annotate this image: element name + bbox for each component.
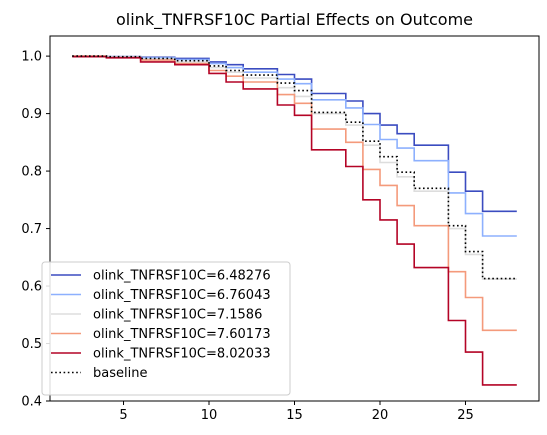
- chart-title: olink_TNFRSF10C Partial Effects on Outco…: [116, 10, 473, 30]
- legend-label: olink_TNFRSF10C=7.1586: [93, 308, 262, 323]
- y-tick-label: 0.7: [21, 222, 42, 237]
- legend-label: baseline: [93, 366, 147, 381]
- x-axis: 5 10 15 20 25: [119, 401, 474, 423]
- series-line-5: [72, 55, 517, 386]
- legend-label: olink_TNFRSF10C=6.48276: [93, 269, 271, 284]
- x-tick-label: 15: [286, 408, 303, 423]
- legend-label: olink_TNFRSF10C=7.60173: [93, 327, 271, 342]
- legend-box: [41, 261, 291, 396]
- series-layer: [72, 55, 517, 386]
- x-tick-label: 5: [119, 408, 127, 423]
- legend-label: olink_TNFRSF10C=8.02033: [93, 347, 271, 362]
- x-tick-label: 25: [457, 408, 474, 423]
- y-tick-label: 0.9: [21, 107, 42, 122]
- legend: olink_TNFRSF10C=6.48276 olink_TNFRSF10C=6…: [41, 261, 291, 396]
- legend-label: olink_TNFRSF10C=6.76043: [93, 288, 271, 303]
- y-tick-label: 0.5: [21, 337, 42, 352]
- y-axis: 0.4 0.5 0.6 0.7 0.8 0.9 1.0: [21, 50, 50, 410]
- y-tick-label: 0.4: [21, 395, 42, 410]
- y-tick-label: 0.6: [21, 280, 42, 295]
- y-tick-label: 0.8: [21, 165, 42, 180]
- x-tick-label: 10: [201, 408, 218, 423]
- x-tick-label: 20: [372, 408, 389, 423]
- y-tick-label: 1.0: [21, 50, 42, 65]
